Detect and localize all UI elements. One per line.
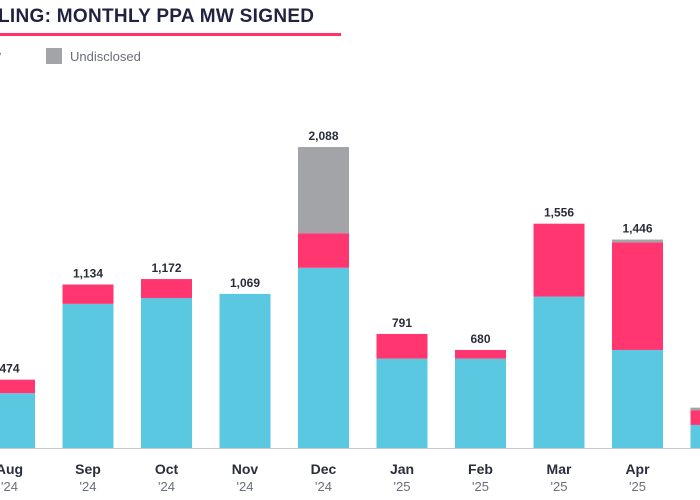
bar-segment-series-1: [690, 410, 700, 425]
bar-segment-series-1: [298, 233, 349, 268]
bar-segment-series-0: [533, 296, 585, 448]
x-tick-month: Mar: [547, 461, 572, 477]
x-tick-year: '25: [629, 479, 646, 494]
bar-segment-series-1: [533, 223, 585, 297]
bar-segment-series-0: [455, 358, 506, 448]
legend-swatch-undisclosed: [46, 48, 62, 64]
bar-segment-series-0: [0, 393, 35, 448]
bar-segment-series-1: [62, 284, 114, 304]
bar-segment-series-1: [455, 349, 506, 359]
x-tick-year: '25: [394, 479, 411, 494]
x-tick-month: Apr: [625, 461, 650, 477]
bar-segment-series-1: [141, 279, 192, 299]
bar-total-label: 1,556: [544, 206, 574, 220]
bar-segment-undisclosed: [690, 407, 700, 411]
x-tick-year: '24: [1, 479, 18, 494]
legend-item: ty: [0, 48, 1, 63]
legend-label: ty: [0, 48, 1, 63]
x-tick-year: '25: [551, 479, 568, 494]
legend-item-undisclosed: Undisclosed: [46, 48, 141, 64]
bar-total-label: 1,069: [230, 276, 260, 290]
bar-segment-series-0: [219, 293, 271, 448]
bar-segment-undisclosed: [298, 147, 349, 234]
x-tick-year: '24: [237, 479, 254, 494]
x-tick-month: Feb: [468, 461, 493, 477]
bar-total-label: 680: [470, 332, 490, 346]
bar-total-label: 2,088: [308, 129, 338, 143]
x-tick-year: '24: [80, 479, 97, 494]
bar-segment-series-1: [376, 333, 428, 359]
bar-segment-undisclosed: [612, 239, 663, 243]
bar-total-label: 1,446: [622, 222, 652, 236]
x-tick-month: Jan: [390, 461, 414, 477]
bar-segment-series-0: [376, 358, 428, 448]
bar-segment-series-0: [141, 298, 192, 448]
x-tick-year: '24: [158, 479, 175, 494]
bar-segment-series-0: [298, 267, 349, 448]
x-tick-year: '25: [472, 479, 489, 494]
bar-total-label: 1,134: [73, 267, 103, 281]
bar-segment-series-0: [690, 424, 700, 448]
chart-title: LING: MONTHLY PPA MW SIGNED: [0, 6, 315, 27]
bar-total-label: 1,172: [151, 261, 181, 275]
bar-total-label: 474: [0, 362, 20, 376]
bar-total-label: 791: [392, 316, 412, 330]
bar-segment-series-0: [62, 303, 114, 448]
bar-segment-series-0: [612, 349, 663, 448]
x-tick-year: '24: [315, 479, 332, 494]
title-underline: [0, 33, 341, 36]
x-tick-month: Sep: [75, 461, 101, 477]
x-tick-month: Oct: [155, 461, 179, 477]
x-tick-month: Dec: [311, 461, 337, 477]
x-tick-month: Aug: [0, 461, 23, 477]
legend-label-undisclosed: Undisclosed: [70, 48, 141, 64]
x-tick-month: Nov: [232, 461, 259, 477]
bar-segment-series-1: [0, 379, 35, 394]
bar-segment-series-1: [612, 242, 663, 350]
